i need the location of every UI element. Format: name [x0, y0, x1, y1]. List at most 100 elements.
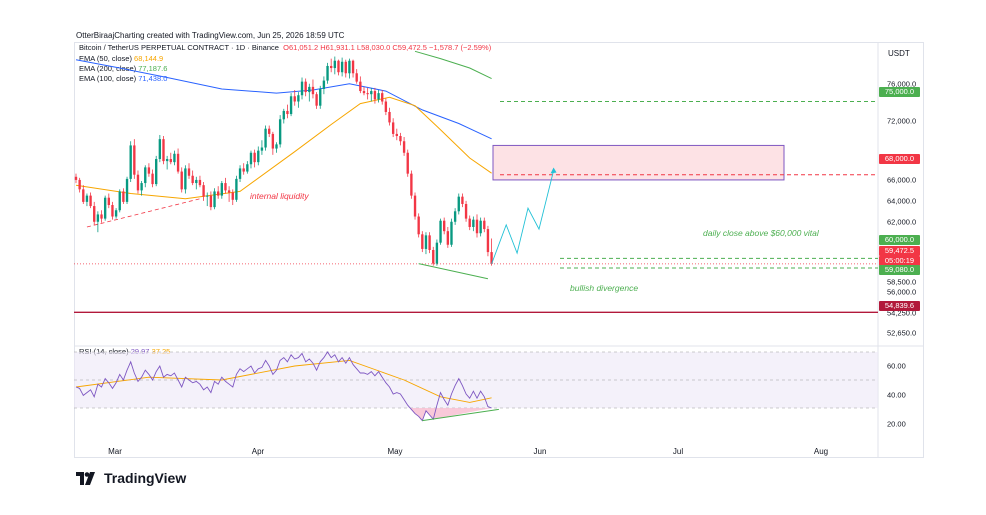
- ema100-value: 71,438.0: [138, 74, 168, 83]
- candle-body: [461, 196, 464, 204]
- liquidity-trendline: [86, 198, 201, 228]
- candle-body: [406, 152, 409, 174]
- rsi-oversold-fill: [409, 408, 494, 421]
- month-label: Apr: [251, 447, 265, 456]
- month-label: Jul: [672, 447, 684, 456]
- ema50-value: 68,144.9: [134, 54, 164, 63]
- candle-body: [479, 220, 482, 234]
- candle-body: [271, 133, 275, 149]
- candle-body: [133, 145, 136, 175]
- candle-body: [381, 93, 384, 102]
- projection-path: [491, 170, 555, 265]
- candle-body: [384, 101, 388, 112]
- internal-liquidity-label: internal liquidity: [250, 191, 309, 201]
- candle-body: [93, 206, 96, 222]
- rsi-tick: 20.00: [887, 419, 906, 429]
- rsi-value: 29.97: [130, 347, 150, 356]
- daily-close-label: daily close above $60,000 vital: [703, 228, 819, 238]
- price-tick: 56,000.0: [887, 287, 917, 297]
- candle-body: [136, 174, 140, 191]
- candle-body: [180, 171, 183, 190]
- candle-body: [257, 150, 260, 163]
- candle-body: [114, 210, 118, 217]
- candle-body: [268, 128, 271, 134]
- candle-body: [286, 110, 289, 115]
- rsi-legend: RSI (14, close) 29.97 37.25: [79, 347, 171, 356]
- candle-body: [453, 211, 457, 222]
- candle-body: [333, 60, 337, 69]
- ema100-legend: EMA (100, close) 71,438.0: [79, 74, 168, 83]
- candle-body: [435, 242, 439, 264]
- candle-body: [82, 189, 85, 202]
- candle-body: [446, 231, 450, 245]
- candle-body: [151, 173, 154, 185]
- ema50-line: [75, 96, 492, 200]
- candle-body: [337, 60, 340, 73]
- month-label: Aug: [813, 447, 829, 456]
- rsi-ma-line: [75, 359, 492, 403]
- candle-body: [147, 167, 151, 174]
- candle-body: [74, 176, 78, 180]
- candle-body: [304, 81, 307, 93]
- candle-body: [344, 61, 347, 74]
- candle-body: [275, 144, 278, 149]
- candle-body: [206, 195, 209, 197]
- countdown-tag: 05:00:19: [879, 256, 920, 266]
- candle-body: [238, 168, 242, 179]
- candle-body: [366, 93, 369, 95]
- level-tag-54839: 54,839.6: [879, 301, 920, 311]
- rsi-tick: 60.00: [887, 361, 906, 371]
- candle-body: [198, 179, 202, 186]
- candle-body: [220, 183, 224, 196]
- candle-body: [293, 96, 296, 102]
- candle-body: [417, 216, 420, 235]
- candle-body: [213, 191, 216, 208]
- candle-body: [103, 197, 107, 219]
- price-tick: 66,000.0: [887, 175, 917, 185]
- candle-body: [311, 86, 315, 95]
- level-tag-75000: 75,000.0: [879, 87, 920, 97]
- price-tick: 54,250.0: [887, 308, 917, 318]
- candle-body: [308, 86, 311, 93]
- candle-body: [144, 167, 147, 184]
- candle-body: [300, 81, 304, 96]
- divergence-line-price: [418, 263, 489, 280]
- last-price-tag: 59,472.5: [879, 246, 920, 256]
- candle-body: [184, 168, 187, 190]
- price-tick: 52,650.0: [887, 328, 917, 338]
- candle-body: [450, 221, 453, 245]
- candle-body: [260, 147, 264, 151]
- candle-body: [89, 195, 92, 207]
- level-tag-68000: 68,000.0: [879, 154, 920, 164]
- month-label: Jun: [533, 447, 547, 456]
- candle-body: [227, 190, 231, 193]
- candle-body: [209, 195, 213, 208]
- candle-body: [399, 136, 402, 142]
- candle-body: [319, 88, 322, 106]
- candle-body: [483, 220, 486, 230]
- candle-body: [264, 128, 267, 148]
- candle-body: [202, 185, 205, 197]
- symbol-legend: Bitcoin / TetherUS PERPETUAL CONTRACT · …: [79, 43, 491, 52]
- candle-body: [421, 234, 424, 249]
- candle-body: [391, 122, 395, 134]
- candle-body: [173, 153, 176, 163]
- month-label: May: [387, 447, 403, 456]
- candle-body: [413, 195, 417, 217]
- candle-body: [486, 229, 490, 253]
- ema200-line: [414, 50, 492, 80]
- tradingview-wordmark: TradingView: [104, 470, 187, 486]
- price-tick: 58,500.0: [887, 277, 917, 287]
- candle-body: [216, 191, 220, 196]
- chart-frame: [74, 42, 924, 458]
- candle-body: [377, 93, 380, 100]
- candle-body: [370, 91, 373, 95]
- candle-body: [100, 214, 103, 219]
- candle-body: [85, 195, 89, 202]
- candle-body: [355, 73, 358, 82]
- candle-body: [348, 60, 351, 74]
- candle-body: [402, 141, 406, 153]
- ema100-line: [75, 59, 492, 140]
- ema50-legend: EMA (50, close) 68,144.9: [79, 54, 164, 63]
